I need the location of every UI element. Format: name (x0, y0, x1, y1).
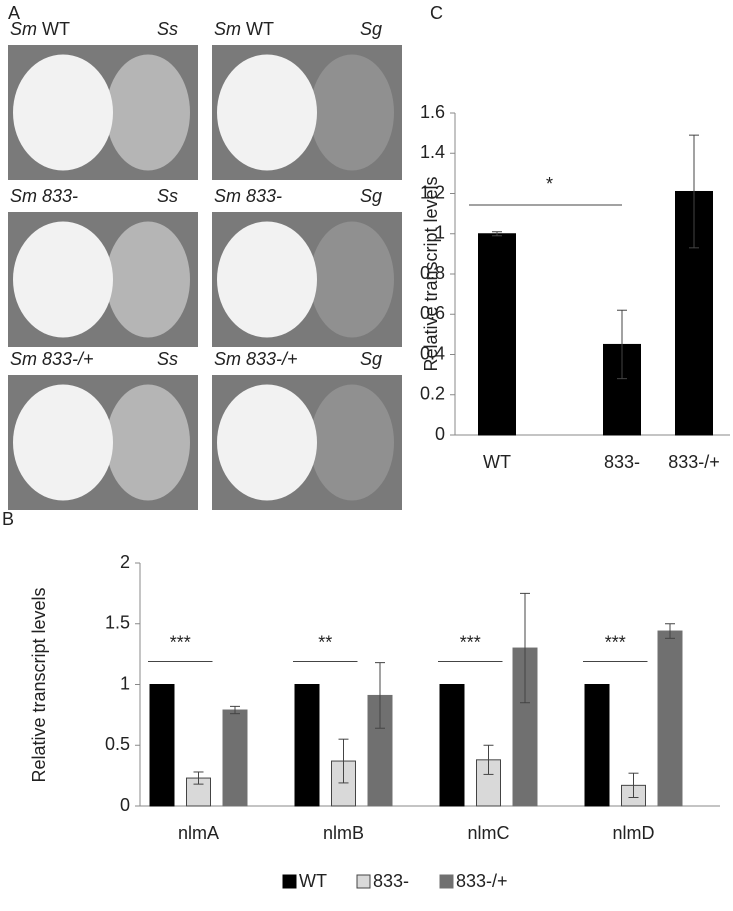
plate-label: Sm 833-/+ (10, 349, 94, 369)
plate-label: Sm 833- (10, 186, 78, 206)
partner-label: Sg (360, 19, 382, 39)
panel-label: B (2, 509, 14, 529)
colony (217, 54, 317, 171)
error-bar (230, 705, 240, 715)
legend-swatch (439, 874, 454, 889)
error-bar (665, 623, 675, 639)
x-tick-label: nlmC (467, 823, 509, 843)
partner-colony (310, 221, 394, 338)
y-tick-label: 0.6 (420, 303, 445, 323)
species: Sm (10, 19, 37, 39)
species: Sm (10, 186, 37, 206)
species: Sm (214, 349, 241, 369)
error-bar (628, 772, 639, 798)
partner-label: Sg (360, 349, 382, 369)
significance: *** (605, 632, 626, 652)
x-tick-label: WT (483, 452, 511, 472)
strain: 833- (42, 186, 78, 206)
partner-colony (310, 54, 394, 171)
y-axis-label: Relative transcript levels (29, 587, 49, 782)
error-bar (375, 662, 385, 729)
legend-swatch (356, 874, 371, 889)
strain: 833-/+ (246, 349, 298, 369)
y-axis-label: Relative transcript levels (421, 176, 441, 371)
colony (13, 54, 113, 171)
legend-swatch (282, 874, 297, 889)
strain: WT (42, 19, 70, 39)
bar (657, 630, 683, 807)
y-tick-label: 2 (120, 552, 130, 572)
strain: 833-/+ (42, 349, 94, 369)
panel-label: C (430, 3, 443, 23)
y-tick-label: 0.4 (420, 343, 445, 363)
bar (294, 684, 320, 807)
partner-colony (106, 221, 190, 338)
x-tick-label: nlmA (178, 823, 219, 843)
error-bar (617, 309, 627, 380)
species: Sm (10, 349, 37, 369)
colony (13, 384, 113, 501)
species: Sm (214, 186, 241, 206)
x-tick-label: nlmD (612, 823, 654, 843)
significance: ** (318, 632, 332, 652)
colony (13, 221, 113, 338)
y-tick-label: 0.8 (420, 263, 445, 283)
bar (149, 684, 175, 807)
y-tick-label: 0.2 (420, 384, 445, 404)
colony (217, 221, 317, 338)
error-bar (492, 231, 502, 237)
plate-label: Sm 833- (214, 186, 282, 206)
significance: * (546, 174, 553, 194)
x-tick-label: nlmB (323, 823, 364, 843)
y-tick-label: 1.2 (420, 182, 445, 202)
error-bar (520, 592, 530, 704)
strain: WT (246, 19, 274, 39)
partner-label: Ss (157, 349, 178, 369)
plate-label: Sm WT (10, 19, 70, 39)
plate-label: Sm WT (214, 19, 274, 39)
error-bar (338, 738, 349, 784)
panel-label: A (8, 3, 20, 23)
y-tick-label: 1.6 (420, 102, 445, 122)
strain: 833- (246, 186, 282, 206)
error-bar (689, 134, 699, 249)
colony (217, 384, 317, 501)
y-tick-label: 1 (435, 223, 445, 243)
y-tick-label: 0 (120, 795, 130, 815)
partner-colony (106, 54, 190, 171)
y-tick-label: 0.5 (105, 734, 130, 754)
x-tick-label: 833- (604, 452, 640, 472)
partner-colony (106, 384, 190, 501)
bar (439, 684, 465, 807)
bar (331, 760, 356, 807)
bar (222, 709, 248, 807)
x-tick-label: 833-/+ (668, 452, 720, 472)
partner-label: Sg (360, 186, 382, 206)
species: Sm (214, 19, 241, 39)
y-tick-label: 0 (435, 424, 445, 444)
y-tick-label: 1.5 (105, 613, 130, 633)
bar (584, 684, 610, 807)
legend-label: WT (299, 871, 327, 891)
significance: *** (460, 632, 481, 652)
legend-label: 833-/+ (456, 871, 508, 891)
bar (478, 233, 516, 436)
significance: *** (170, 632, 191, 652)
error-bar (193, 771, 204, 785)
y-tick-label: 1 (120, 673, 130, 693)
error-bar (483, 744, 494, 775)
y-tick-label: 1.4 (420, 142, 445, 162)
partner-colony (310, 384, 394, 501)
partner-label: Ss (157, 186, 178, 206)
plate-label: Sm 833-/+ (214, 349, 298, 369)
partner-label: Ss (157, 19, 178, 39)
legend-label: 833- (373, 871, 409, 891)
